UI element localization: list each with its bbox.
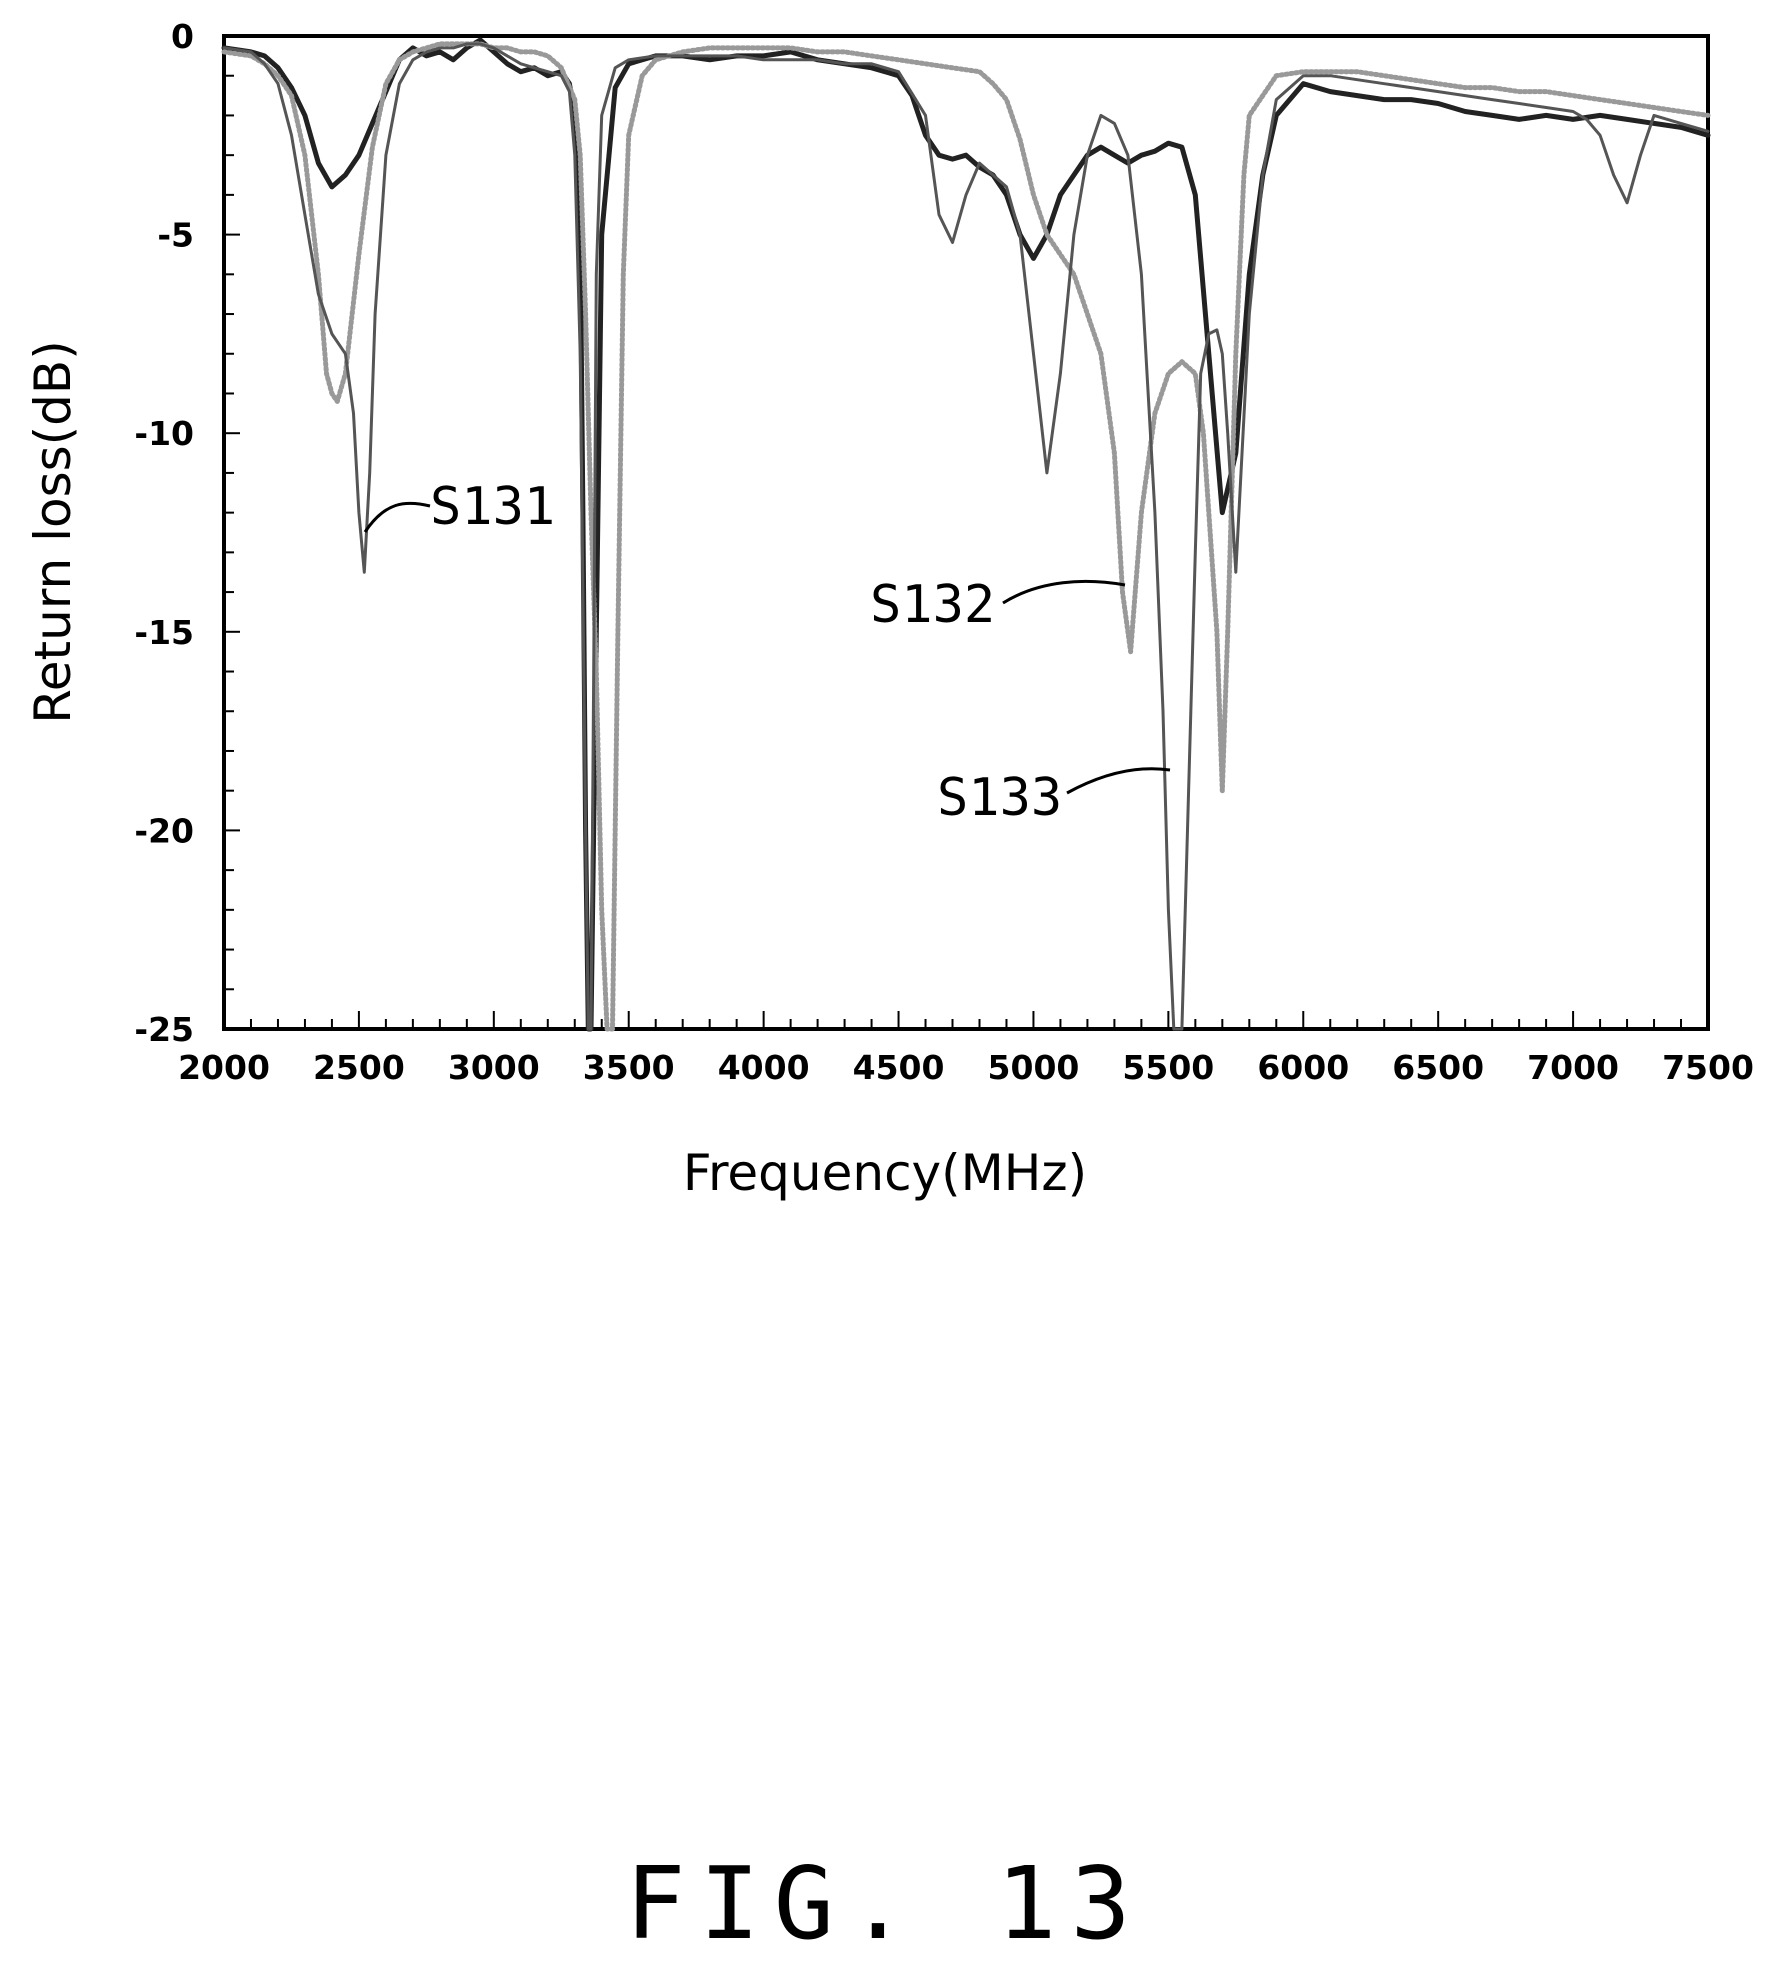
x-tick-label: 4000 xyxy=(718,1048,810,1087)
y-tick-label: 0 xyxy=(171,17,194,56)
x-tick-label: 7000 xyxy=(1527,1048,1619,1087)
x-tick-label: 4500 xyxy=(853,1048,945,1087)
series-layer xyxy=(221,37,1711,1032)
y-tick-label: -20 xyxy=(134,811,194,850)
x-tick-label: 7500 xyxy=(1662,1048,1754,1087)
x-tick-label: 5500 xyxy=(1122,1048,1214,1087)
x-tick-label: 3500 xyxy=(583,1048,675,1087)
x-tick-label: 3000 xyxy=(448,1048,540,1087)
annotation-leader-s132 xyxy=(1002,579,1126,605)
axis-ticks xyxy=(224,74,1683,1029)
annotation-label-s131: S131 xyxy=(430,477,555,537)
annotation-label-s133: S133 xyxy=(937,768,1062,828)
annotation-leader-s133 xyxy=(1066,767,1171,795)
y-tick-label: -25 xyxy=(134,1010,194,1049)
y-axis-title: Return loss(dB) xyxy=(24,340,82,723)
x-tick-label: 2500 xyxy=(313,1048,405,1087)
x-tick-labels: 2000 2500 3000 3500 4000 4500 5000 5500 6000 6500… xyxy=(178,1048,1754,1087)
x-axis-title: Frequency(MHz) xyxy=(683,1144,1087,1202)
x-tick-label: 6000 xyxy=(1257,1048,1349,1087)
y-tick-label: -10 xyxy=(134,414,194,453)
series-line-s132 xyxy=(221,41,1711,1032)
annotations-layer: S131 S132 S133 xyxy=(363,477,1171,828)
plot-frame xyxy=(222,34,1710,1031)
y-tick-label: -5 xyxy=(157,216,194,255)
y-tick-labels: 0 -5 -10 -15 -20 -25 xyxy=(134,17,194,1049)
y-tick-label: -15 xyxy=(134,613,194,652)
series-line-s133 xyxy=(222,42,1710,1031)
annotation-leader-s131 xyxy=(363,501,431,533)
series-line-s131 xyxy=(221,37,1711,1032)
annotation-label-s132: S132 xyxy=(870,575,995,635)
x-tick-label: 6500 xyxy=(1392,1048,1484,1087)
figure-caption: FIG. 13 xyxy=(625,1845,1145,1962)
x-tick-label: 5000 xyxy=(988,1048,1080,1087)
x-tick-label: 2000 xyxy=(178,1048,270,1087)
